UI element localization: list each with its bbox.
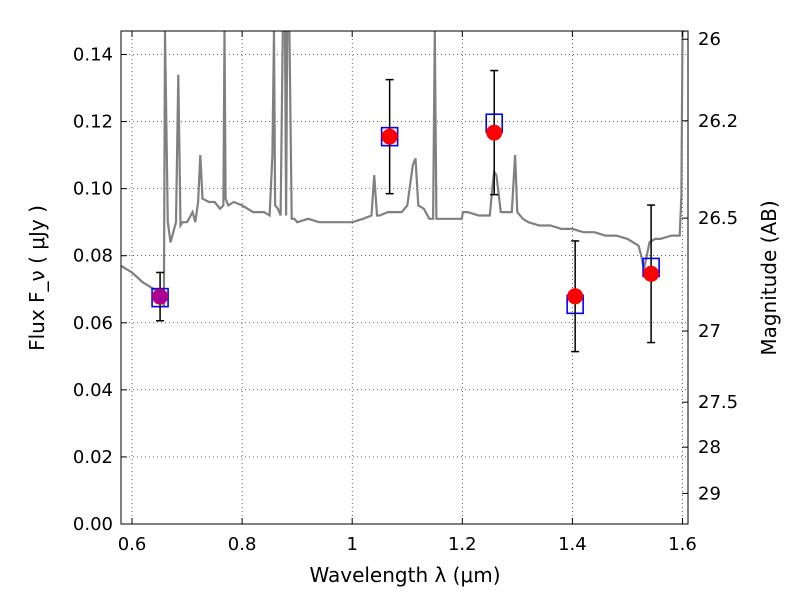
mag-tick-label: 26 [698, 29, 721, 50]
model-spectrum [121, 31, 686, 307]
y-tick-label: 0.00 [73, 514, 113, 535]
mag-tick-label: 26.5 [698, 208, 738, 229]
mag-tick-label: 27.5 [698, 392, 738, 413]
y-tick-label: 0.08 [73, 246, 113, 267]
y-axis-label: Flux F_ν ( μJy ) [25, 205, 49, 351]
photometry-points [151, 69, 660, 353]
y-tick-label: 0.10 [73, 179, 113, 200]
x-tick-label: 1.6 [668, 534, 697, 555]
observed-photometry-overlap [152, 289, 168, 305]
y-tick-label: 0.12 [73, 112, 113, 133]
y-tick-label: 0.14 [73, 44, 113, 65]
mag-tick-label: 26.2 [698, 111, 738, 132]
grid-lines [121, 31, 688, 525]
x-tick-label: 0.6 [118, 534, 147, 555]
spectrum-line [121, 31, 686, 307]
mag-tick-label: 28 [698, 437, 721, 458]
x-tick-label: 0.8 [228, 534, 257, 555]
observed-photometry-point [643, 265, 660, 282]
y-tick-label: 0.04 [73, 380, 113, 401]
observed-photometry-point [567, 288, 584, 305]
y-axis-label-text: Flux F_ν ( μJy ) [25, 205, 49, 351]
axis-ticks: 0.6 0.8 1 1.2 1.4 1.6 0.00 0.02 0.04 0.06 0.08 0.10… [73, 29, 738, 555]
x-axis-label: Wavelength λ (μm) [309, 563, 500, 587]
y-tick-label: 0.02 [73, 447, 113, 468]
plot-frame [120, 30, 689, 525]
y-tick-label: 0.06 [73, 313, 113, 334]
observed-photometry-point [381, 128, 398, 145]
x-tick-label: 1 [346, 534, 357, 555]
mag-tick-label: 29 [698, 483, 721, 504]
x-tick-label: 1.2 [448, 534, 477, 555]
observed-photometry-point [486, 124, 503, 141]
y2-axis-label: Magnitude (AB) [757, 200, 781, 355]
mag-tick-label: 27 [698, 321, 721, 342]
x-tick-label: 1.4 [558, 534, 587, 555]
